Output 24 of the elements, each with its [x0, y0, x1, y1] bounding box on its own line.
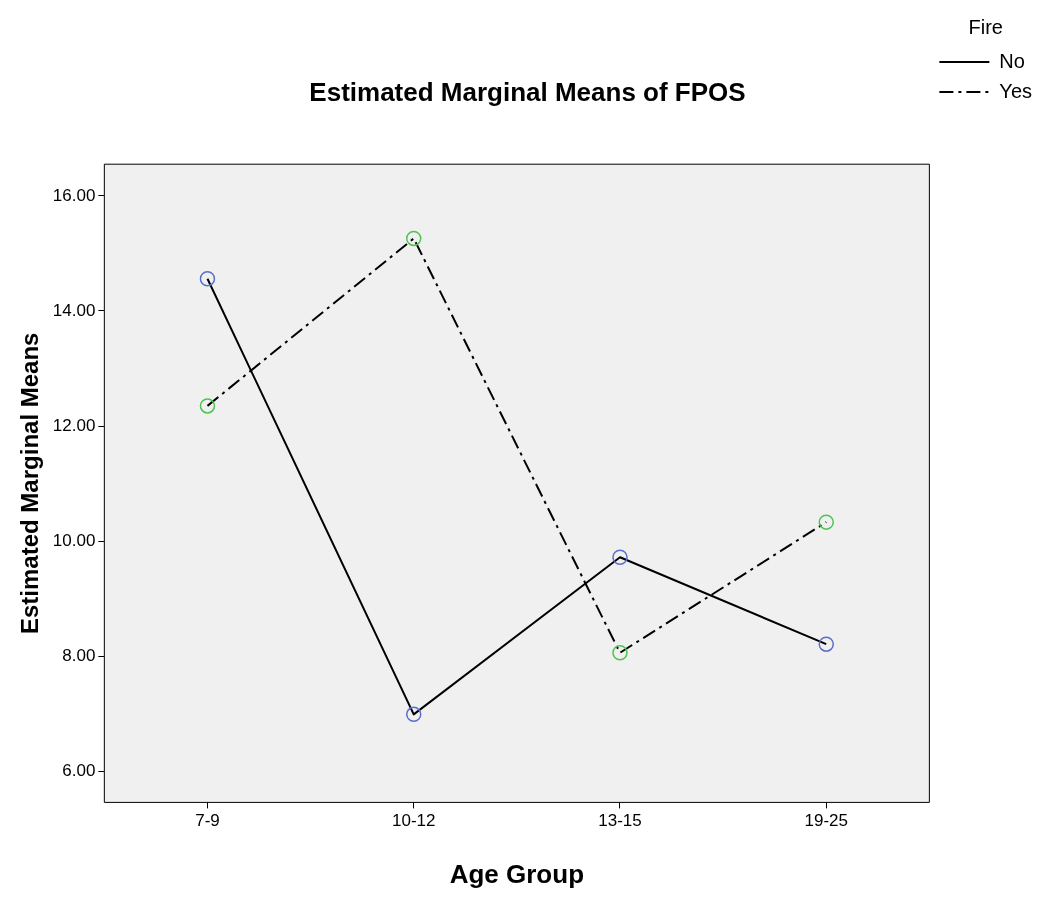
point — [612, 645, 628, 661]
x-tick-label: 13-15 — [598, 811, 642, 831]
point — [818, 514, 834, 530]
legend-label: No — [999, 49, 1025, 72]
x-tick-label: 19-25 — [804, 811, 848, 831]
point — [199, 270, 216, 287]
y-tick-label: 14.00 — [52, 300, 96, 320]
point — [405, 706, 422, 723]
y-axis-title: Estimated Marginal Means — [16, 332, 44, 635]
point — [612, 549, 628, 565]
y-tick-label: 10.00 — [52, 530, 96, 550]
legend-label: Yes — [999, 79, 1033, 102]
point — [405, 230, 422, 247]
x-axis-title: Age Group — [449, 858, 585, 889]
y-tick-label: 16.00 — [52, 185, 96, 205]
x-tick-label: 7-9 — [195, 811, 220, 831]
y-tick-label: 8.00 — [62, 645, 96, 665]
legend-title: Fire — [968, 15, 1003, 38]
y-tick-label: 12.00 — [52, 415, 96, 435]
point — [199, 398, 216, 414]
point — [818, 636, 834, 652]
chart-title: Estimated Marginal Means of FPOS — [309, 76, 746, 107]
y-tick-label: 6.00 — [62, 761, 96, 781]
x-tick-label: 10-12 — [391, 811, 436, 831]
